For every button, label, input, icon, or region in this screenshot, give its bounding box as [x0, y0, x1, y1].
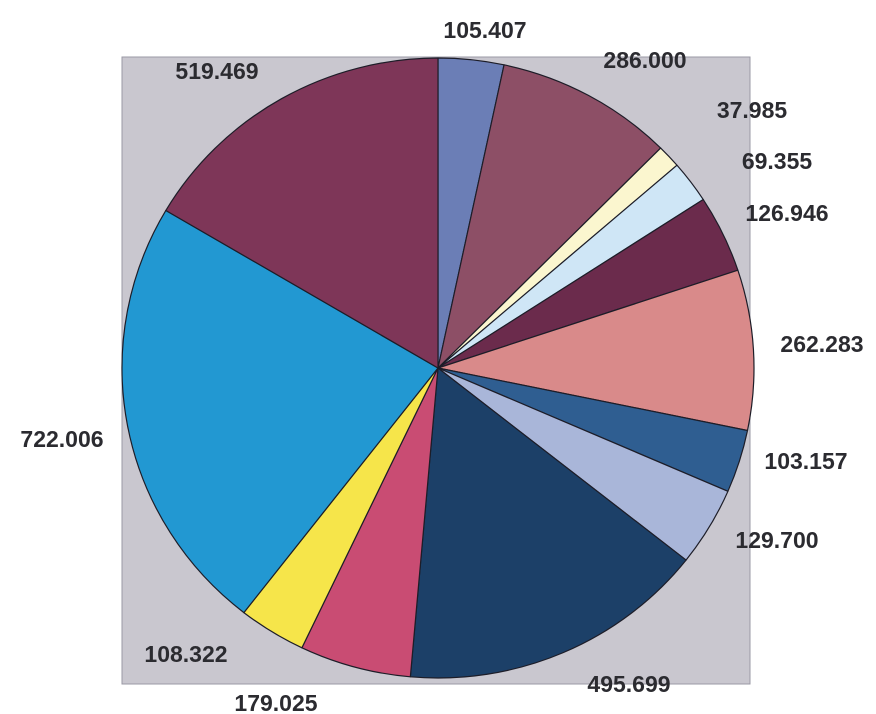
- pie-slices: [121, 57, 755, 679]
- slice-label-11: 108.322: [144, 641, 227, 667]
- slice-label-13: 519.469: [175, 58, 258, 84]
- pie-slice-2: [437, 64, 662, 369]
- pie-slice-6: [437, 269, 755, 432]
- slice-label-6: 262.283: [780, 331, 863, 357]
- slice-label-3: 37.985: [717, 97, 788, 123]
- slice-label-2: 286.000: [603, 47, 686, 73]
- slice-label-4: 69.355: [742, 148, 813, 174]
- slice-label-10: 179.025: [234, 690, 317, 714]
- slice-label-1: 105.407: [443, 17, 526, 43]
- slice-label-5: 126.946: [745, 200, 828, 226]
- pie-slice-12: [121, 209, 439, 614]
- pie-slice-13: [165, 57, 439, 369]
- pie-data-labels: 105.407 286.000 37.985 69.355 126.946 262.283…: [20, 17, 863, 714]
- slice-label-7: 103.157: [764, 448, 847, 474]
- slice-label-12: 722.006: [20, 426, 103, 452]
- pie-slice-9: [409, 367, 687, 679]
- slice-label-8: 129.700: [735, 527, 818, 553]
- slice-label-9: 495.699: [587, 671, 670, 697]
